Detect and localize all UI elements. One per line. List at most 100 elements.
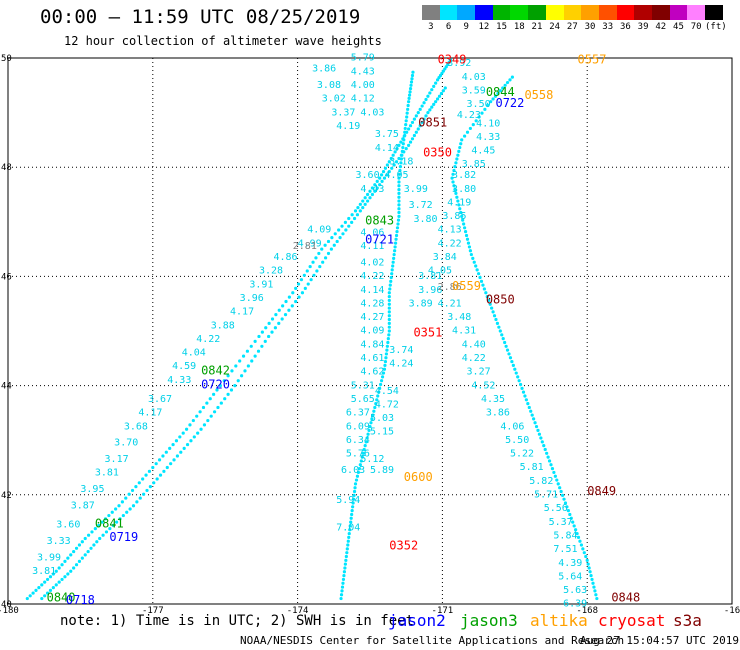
track-point-jason3 bbox=[303, 286, 307, 291]
wave-height-label: 7.51 bbox=[553, 544, 577, 555]
color-swatch bbox=[457, 5, 476, 20]
wave-height-label: 3.02 bbox=[322, 94, 346, 105]
track-point-cryosat bbox=[489, 100, 493, 104]
track-point-jason2 bbox=[408, 124, 413, 128]
wave-height-label: 3.60 bbox=[356, 170, 380, 181]
track-point-jason3 bbox=[43, 594, 47, 598]
track-point-jason3 bbox=[92, 543, 96, 547]
track-point-altika bbox=[387, 317, 391, 322]
track-point-jason3 bbox=[373, 189, 377, 193]
track-point-jason2 bbox=[25, 596, 29, 601]
track-point-jason3 bbox=[341, 232, 345, 236]
track-point-cryosat bbox=[467, 245, 472, 249]
track-point-altika bbox=[399, 157, 403, 161]
track-point-altika bbox=[340, 589, 344, 593]
track-point-cryosat bbox=[493, 94, 498, 98]
track-point-cryosat bbox=[486, 103, 490, 108]
wave-height-label: 3.85 bbox=[462, 159, 486, 170]
track-point-altika bbox=[386, 340, 390, 345]
color-swatch bbox=[545, 5, 564, 20]
track-point-altika bbox=[411, 70, 415, 74]
track-point-cryosat bbox=[592, 585, 596, 589]
track-point-jason3 bbox=[422, 117, 426, 121]
track-point-jason2 bbox=[234, 364, 238, 368]
track-point-jason2 bbox=[449, 58, 453, 62]
wave-height-label: 4.59 bbox=[172, 361, 196, 372]
track-point-altika bbox=[351, 501, 355, 505]
track-point-cryosat bbox=[494, 317, 498, 322]
track-point-altika bbox=[406, 107, 410, 111]
track-point-jason2 bbox=[270, 317, 275, 321]
track-point-altika bbox=[350, 512, 354, 517]
track-point-cryosat bbox=[590, 577, 594, 582]
wave-height-label: 3.08 bbox=[317, 80, 341, 91]
track-point-jason3 bbox=[77, 559, 82, 564]
track-point-jason2 bbox=[330, 236, 334, 240]
time-label: 0843 bbox=[365, 214, 394, 228]
track-point-cryosat bbox=[584, 554, 588, 559]
track-point-jason3 bbox=[390, 166, 394, 170]
track-point-cryosat bbox=[508, 78, 512, 82]
track-point-jason3 bbox=[300, 291, 305, 295]
track-point-jason2 bbox=[164, 450, 168, 454]
track-point-cryosat bbox=[510, 75, 514, 79]
wave-height-label: 3.81 bbox=[95, 468, 119, 479]
track-point-jason3 bbox=[408, 140, 413, 144]
track-point-jason2 bbox=[83, 536, 87, 541]
track-point-jason2 bbox=[69, 553, 73, 557]
track-point-altika bbox=[368, 424, 372, 429]
track-point-cryosat bbox=[566, 509, 570, 513]
track-point-jason2 bbox=[333, 232, 337, 236]
wave-height-label: 4.22 bbox=[196, 334, 220, 345]
track-point-jason3 bbox=[410, 137, 415, 141]
track-point-altika bbox=[375, 398, 379, 402]
track-point-jason3 bbox=[326, 251, 331, 256]
wave-height-label: 3.91 bbox=[249, 279, 273, 290]
track-point-altika bbox=[379, 379, 384, 383]
track-point-jason2 bbox=[137, 481, 141, 485]
track-point-cryosat bbox=[451, 180, 455, 184]
track-point-altika bbox=[410, 77, 414, 81]
wave-height-label: 4.05 bbox=[384, 170, 408, 181]
track-point-jason2 bbox=[432, 84, 436, 88]
x-tick-label: -174 bbox=[287, 606, 309, 616]
wave-height-label: 3.48 bbox=[447, 312, 471, 323]
wave-height-label: 4.05 bbox=[428, 266, 452, 277]
track-point-jason2 bbox=[184, 427, 189, 431]
track-point-jason3 bbox=[142, 492, 146, 496]
track-point-altika bbox=[341, 581, 345, 585]
time-label: 0848 bbox=[611, 590, 640, 604]
track-point-jason3 bbox=[380, 179, 384, 183]
track-point-altika bbox=[395, 230, 399, 234]
track-point-jason3 bbox=[414, 130, 418, 134]
track-point-altika bbox=[402, 134, 406, 138]
track-point-altika bbox=[349, 516, 353, 520]
wave-height-label: 4.22 bbox=[360, 271, 384, 282]
track-point-jason2 bbox=[151, 465, 155, 470]
wave-height-label: 3.99 bbox=[404, 184, 428, 195]
time-label: 0850 bbox=[486, 293, 515, 307]
track-point-altika bbox=[346, 543, 350, 547]
track-point-jason3 bbox=[437, 94, 442, 98]
time-label: 0841 bbox=[95, 517, 124, 531]
wave-height-label: 5.71 bbox=[534, 490, 558, 501]
track-point-altika bbox=[383, 363, 387, 367]
track-point-cryosat bbox=[533, 421, 537, 425]
track-point-jason3 bbox=[229, 388, 234, 392]
track-point-cryosat bbox=[571, 520, 575, 524]
track-point-jason2 bbox=[51, 572, 55, 576]
track-point-jason3 bbox=[206, 418, 210, 423]
color-swatch bbox=[651, 5, 670, 20]
time-label: 0352 bbox=[389, 538, 418, 552]
track-point-cryosat bbox=[452, 168, 456, 173]
track-point-jason3 bbox=[416, 127, 420, 131]
track-point-jason2 bbox=[43, 580, 47, 584]
track-point-jason3 bbox=[179, 450, 183, 454]
color-swatch bbox=[616, 5, 635, 20]
track-point-jason2 bbox=[260, 330, 264, 334]
track-point-altika bbox=[387, 310, 391, 314]
track-point-cryosat bbox=[563, 501, 568, 505]
track-point-cryosat bbox=[468, 126, 472, 131]
track-point-jason2 bbox=[130, 488, 135, 493]
track-point-jason2 bbox=[141, 477, 145, 481]
